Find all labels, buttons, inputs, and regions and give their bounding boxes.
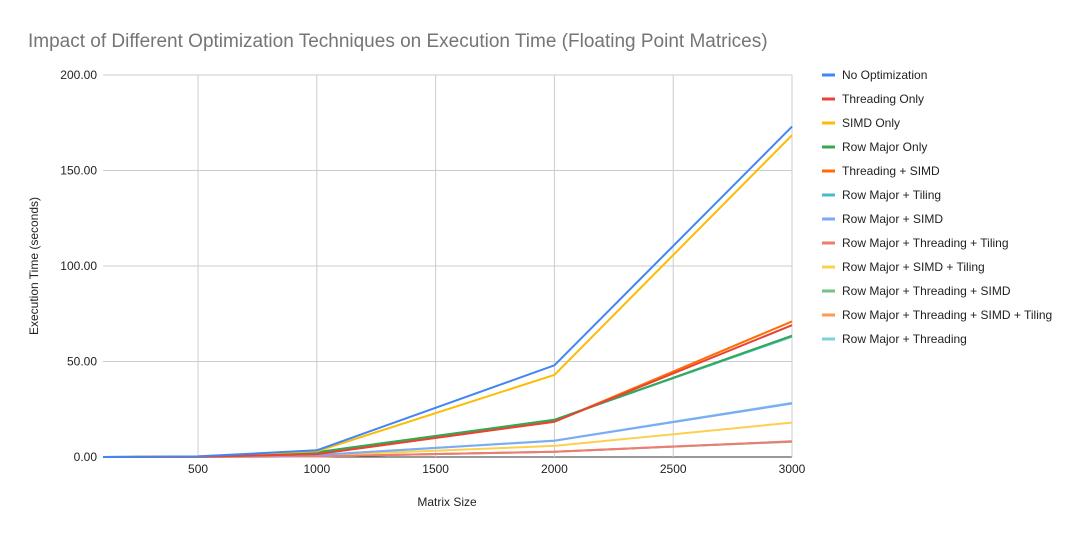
legend-entry: Row Major + Threading + SIMD (842, 284, 1011, 298)
legend-swatch (822, 194, 835, 197)
legend-swatch (822, 266, 835, 269)
x-tick-label: 2500 (660, 462, 687, 476)
legend-entry: Threading Only (842, 92, 924, 106)
legend-entry: Row Major Only (842, 140, 927, 154)
y-tick-label: 0.00 (74, 450, 98, 464)
legend-entry: Row Major + Threading (842, 332, 967, 346)
legend-swatch (822, 170, 835, 173)
legend-entry: Row Major + SIMD (842, 212, 943, 226)
legend-swatch (822, 290, 835, 293)
legend-swatch (822, 338, 835, 341)
legend-swatch (822, 74, 835, 77)
x-tick-label: 1000 (303, 462, 330, 476)
legend-entry: Row Major + SIMD + Tiling (842, 260, 985, 274)
legend-swatch (822, 122, 835, 125)
legend-swatch (822, 218, 835, 221)
x-axis-label: Matrix Size (417, 495, 477, 509)
y-axis-label: Execution Time (seconds) (27, 197, 41, 335)
legend-entry: SIMD Only (842, 116, 900, 130)
legend-entry: Row Major + Threading + Tiling (842, 236, 1009, 250)
x-tick-label: 2000 (541, 462, 568, 476)
legend-swatch (822, 314, 835, 317)
legend-entry: No Optimization (842, 68, 927, 82)
chart-title: Impact of Different Optimization Techniq… (28, 31, 768, 52)
x-tick-label: 500 (188, 462, 208, 476)
legend-entry: Threading + SIMD (842, 164, 940, 178)
y-tick-label: 50.00 (67, 355, 97, 369)
x-tick-label: 1500 (422, 462, 449, 476)
x-tick-label: 3000 (779, 462, 806, 476)
legend-swatch (822, 146, 835, 149)
legend-swatch (822, 242, 835, 245)
legend-entry: Row Major + Threading + SIMD + Tiling (842, 308, 1052, 322)
legend-entry: Row Major + Tiling (842, 188, 941, 202)
y-tick-label: 150.00 (60, 164, 97, 178)
y-tick-label: 200.00 (60, 68, 97, 82)
y-tick-label: 100.00 (60, 259, 97, 273)
legend-swatch (822, 98, 835, 101)
